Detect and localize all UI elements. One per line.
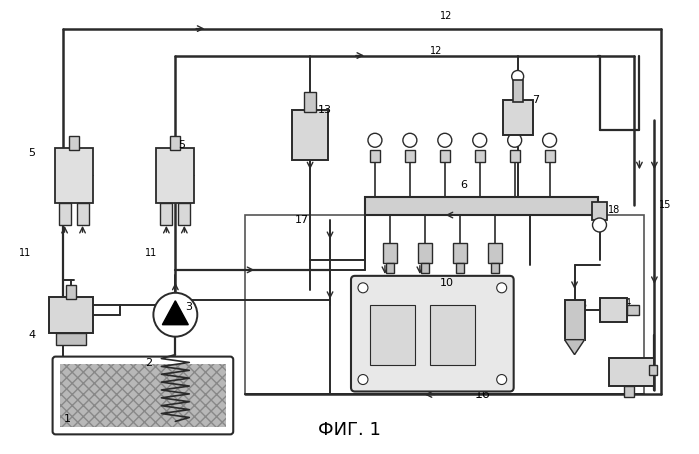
Text: 15: 15 — [659, 200, 672, 210]
Text: 12: 12 — [430, 45, 442, 55]
Bar — [456, 263, 463, 273]
Circle shape — [593, 218, 607, 232]
Bar — [365, 197, 598, 215]
Bar — [488, 243, 502, 263]
Text: 4: 4 — [29, 330, 36, 340]
Bar — [491, 263, 498, 273]
Text: 16: 16 — [475, 388, 491, 400]
Bar — [440, 150, 449, 162]
Text: 13: 13 — [318, 105, 332, 115]
Circle shape — [473, 133, 487, 147]
Bar — [610, 358, 654, 385]
Bar — [510, 150, 519, 162]
Text: 3: 3 — [185, 302, 192, 312]
Bar — [69, 136, 78, 150]
Bar — [77, 203, 89, 225]
Bar — [59, 203, 71, 225]
Bar — [475, 150, 484, 162]
Bar — [386, 263, 394, 273]
Text: 10: 10 — [440, 278, 454, 288]
FancyBboxPatch shape — [351, 276, 514, 391]
FancyBboxPatch shape — [52, 356, 233, 434]
Circle shape — [358, 375, 368, 385]
Text: 7: 7 — [532, 95, 539, 105]
Text: 11: 11 — [19, 248, 31, 258]
Bar — [503, 100, 533, 135]
Bar — [245, 215, 644, 395]
Bar — [600, 298, 628, 322]
Circle shape — [507, 133, 521, 147]
Bar — [545, 150, 554, 162]
Text: 18: 18 — [607, 205, 620, 215]
Bar — [49, 297, 92, 333]
Bar — [383, 243, 397, 263]
Bar — [565, 300, 584, 340]
Circle shape — [497, 375, 507, 385]
Bar — [421, 263, 429, 273]
Polygon shape — [565, 340, 584, 355]
Circle shape — [438, 133, 452, 147]
Text: 12: 12 — [440, 10, 452, 21]
Bar — [430, 305, 475, 365]
Text: 2: 2 — [145, 358, 152, 368]
Bar — [628, 305, 640, 315]
Bar — [512, 80, 523, 103]
Text: 5: 5 — [178, 140, 185, 150]
Bar — [624, 385, 635, 397]
Circle shape — [403, 133, 417, 147]
Bar — [591, 202, 607, 220]
Circle shape — [497, 283, 507, 293]
Bar — [304, 93, 316, 112]
Bar — [370, 150, 380, 162]
Bar — [171, 136, 180, 150]
Bar — [370, 305, 415, 365]
Bar — [405, 150, 415, 162]
Bar — [160, 203, 173, 225]
Text: 1: 1 — [64, 415, 71, 424]
Text: 5: 5 — [29, 148, 36, 158]
Polygon shape — [565, 340, 584, 355]
Text: 14: 14 — [619, 298, 632, 308]
Text: 11: 11 — [145, 248, 158, 258]
Circle shape — [153, 293, 197, 337]
Circle shape — [368, 133, 382, 147]
Bar — [66, 285, 75, 299]
Text: 17: 17 — [295, 215, 309, 225]
Bar — [649, 365, 657, 375]
Bar — [55, 148, 92, 203]
Circle shape — [358, 283, 368, 293]
Polygon shape — [162, 301, 188, 325]
Text: 9: 9 — [647, 361, 654, 371]
Bar — [453, 243, 467, 263]
Text: 6: 6 — [460, 180, 467, 190]
Bar — [418, 243, 432, 263]
Bar — [292, 110, 328, 160]
Circle shape — [542, 133, 556, 147]
Bar — [157, 148, 194, 203]
Bar — [59, 364, 226, 427]
Text: ФИГ. 1: ФИГ. 1 — [317, 421, 380, 439]
Circle shape — [512, 70, 524, 83]
Bar — [56, 333, 85, 345]
Text: 8: 8 — [579, 300, 586, 310]
Bar — [178, 203, 190, 225]
